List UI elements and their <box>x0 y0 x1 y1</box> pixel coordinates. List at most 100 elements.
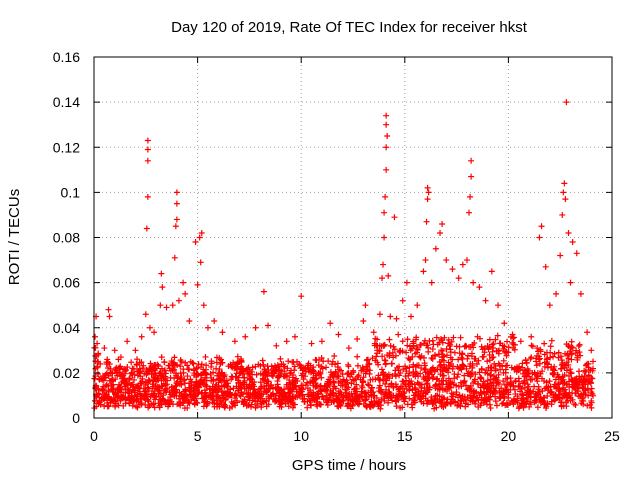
data-point-dense <box>547 343 554 350</box>
data-point-dense <box>310 396 317 403</box>
data-point-dense <box>172 383 179 390</box>
data-point-dense <box>509 339 516 346</box>
data-point-dense <box>478 396 485 403</box>
data-point-dense <box>191 397 198 404</box>
data-point-dense <box>494 379 501 386</box>
data-point-dense <box>358 388 365 395</box>
data-point-dense <box>421 340 428 347</box>
data-point-dense <box>251 395 258 402</box>
data-point-dense <box>131 392 138 399</box>
data-point-dense <box>347 373 354 380</box>
data-point-dense <box>485 364 492 371</box>
data-point-dense <box>484 358 491 365</box>
data-point-dense <box>453 382 460 389</box>
data-point-dense <box>405 355 412 362</box>
data-point <box>439 220 446 227</box>
data-point-dense <box>354 400 361 407</box>
data-point-dense <box>213 359 220 366</box>
data-point-dense <box>481 349 488 356</box>
data-point <box>345 345 352 352</box>
data-point-dense <box>134 395 141 402</box>
data-point-dense <box>492 393 499 400</box>
data-point-dense <box>129 386 136 393</box>
data-point <box>560 189 567 196</box>
data-point-dense <box>502 369 509 376</box>
data-point-dense <box>343 377 350 384</box>
data-point-dense <box>455 356 462 363</box>
data-point-dense <box>203 371 210 378</box>
data-point-dense <box>569 344 576 351</box>
data-point <box>106 313 113 320</box>
data-point <box>383 112 390 119</box>
data-point <box>387 313 394 320</box>
data-point-dense <box>188 384 195 391</box>
data-point <box>173 200 180 207</box>
data-point-dense <box>426 368 433 375</box>
data-point-dense <box>135 398 142 405</box>
data-point-dense <box>391 346 398 353</box>
data-point-dense <box>475 357 482 364</box>
data-point-dense <box>555 380 562 387</box>
x-tick-label: 10 <box>293 428 309 444</box>
data-point-dense <box>202 381 209 388</box>
data-point-dense <box>178 390 185 397</box>
data-point-dense <box>445 369 452 376</box>
data-point-dense <box>453 389 460 396</box>
data-point-dense <box>260 361 267 368</box>
data-point-dense <box>169 401 176 408</box>
data-point-dense <box>348 380 355 387</box>
data-point-dense <box>492 336 499 343</box>
data-point-dense <box>247 375 254 382</box>
data-point-dense <box>330 398 337 405</box>
data-point-dense <box>466 363 473 370</box>
data-point-dense <box>235 379 242 386</box>
data-point-dense <box>259 357 266 364</box>
data-point-dense <box>301 395 308 402</box>
data-point <box>588 347 595 354</box>
y-tick-label: 0.12 <box>53 139 80 155</box>
data-point <box>399 297 406 304</box>
data-point <box>437 229 444 236</box>
data-point-dense <box>375 372 382 379</box>
data-point-dense <box>160 392 167 399</box>
data-point-dense <box>152 396 159 403</box>
data-point-dense <box>510 401 517 408</box>
data-point <box>384 132 391 139</box>
data-point-dense <box>541 340 548 347</box>
data-point-dense <box>257 379 264 386</box>
data-point-dense <box>397 404 404 411</box>
data-point-dense <box>234 363 241 370</box>
data-point-dense <box>374 347 381 354</box>
data-point-dense <box>523 400 530 407</box>
data-point-dense <box>261 398 268 405</box>
data-point-dense <box>530 388 537 395</box>
data-point-dense <box>484 377 491 384</box>
data-point-dense <box>115 402 122 409</box>
data-point <box>466 209 473 216</box>
data-point-dense <box>519 370 526 377</box>
data-point-dense <box>373 353 380 360</box>
data-point <box>488 268 495 275</box>
data-point-dense <box>278 404 285 411</box>
data-point <box>482 297 489 304</box>
data-point-dense <box>96 399 103 406</box>
data-point <box>354 336 361 343</box>
data-point-dense <box>331 352 338 359</box>
data-point-dense <box>417 392 424 399</box>
data-point-dense <box>539 368 546 375</box>
data-point-dense <box>458 383 465 390</box>
data-point-dense <box>510 344 517 351</box>
data-point-dense <box>287 369 294 376</box>
data-point-dense <box>137 380 144 387</box>
data-point-dense <box>268 382 275 389</box>
data-point-dense <box>537 399 544 406</box>
data-point-dense <box>555 388 562 395</box>
data-point-dense <box>438 354 445 361</box>
data-point-dense <box>588 389 595 396</box>
data-point-dense <box>569 390 576 397</box>
data-point-dense <box>425 344 432 351</box>
data-point-dense <box>477 384 484 391</box>
data-point-dense <box>180 369 187 376</box>
data-point-dense <box>396 385 403 392</box>
data-point-dense <box>544 355 551 362</box>
